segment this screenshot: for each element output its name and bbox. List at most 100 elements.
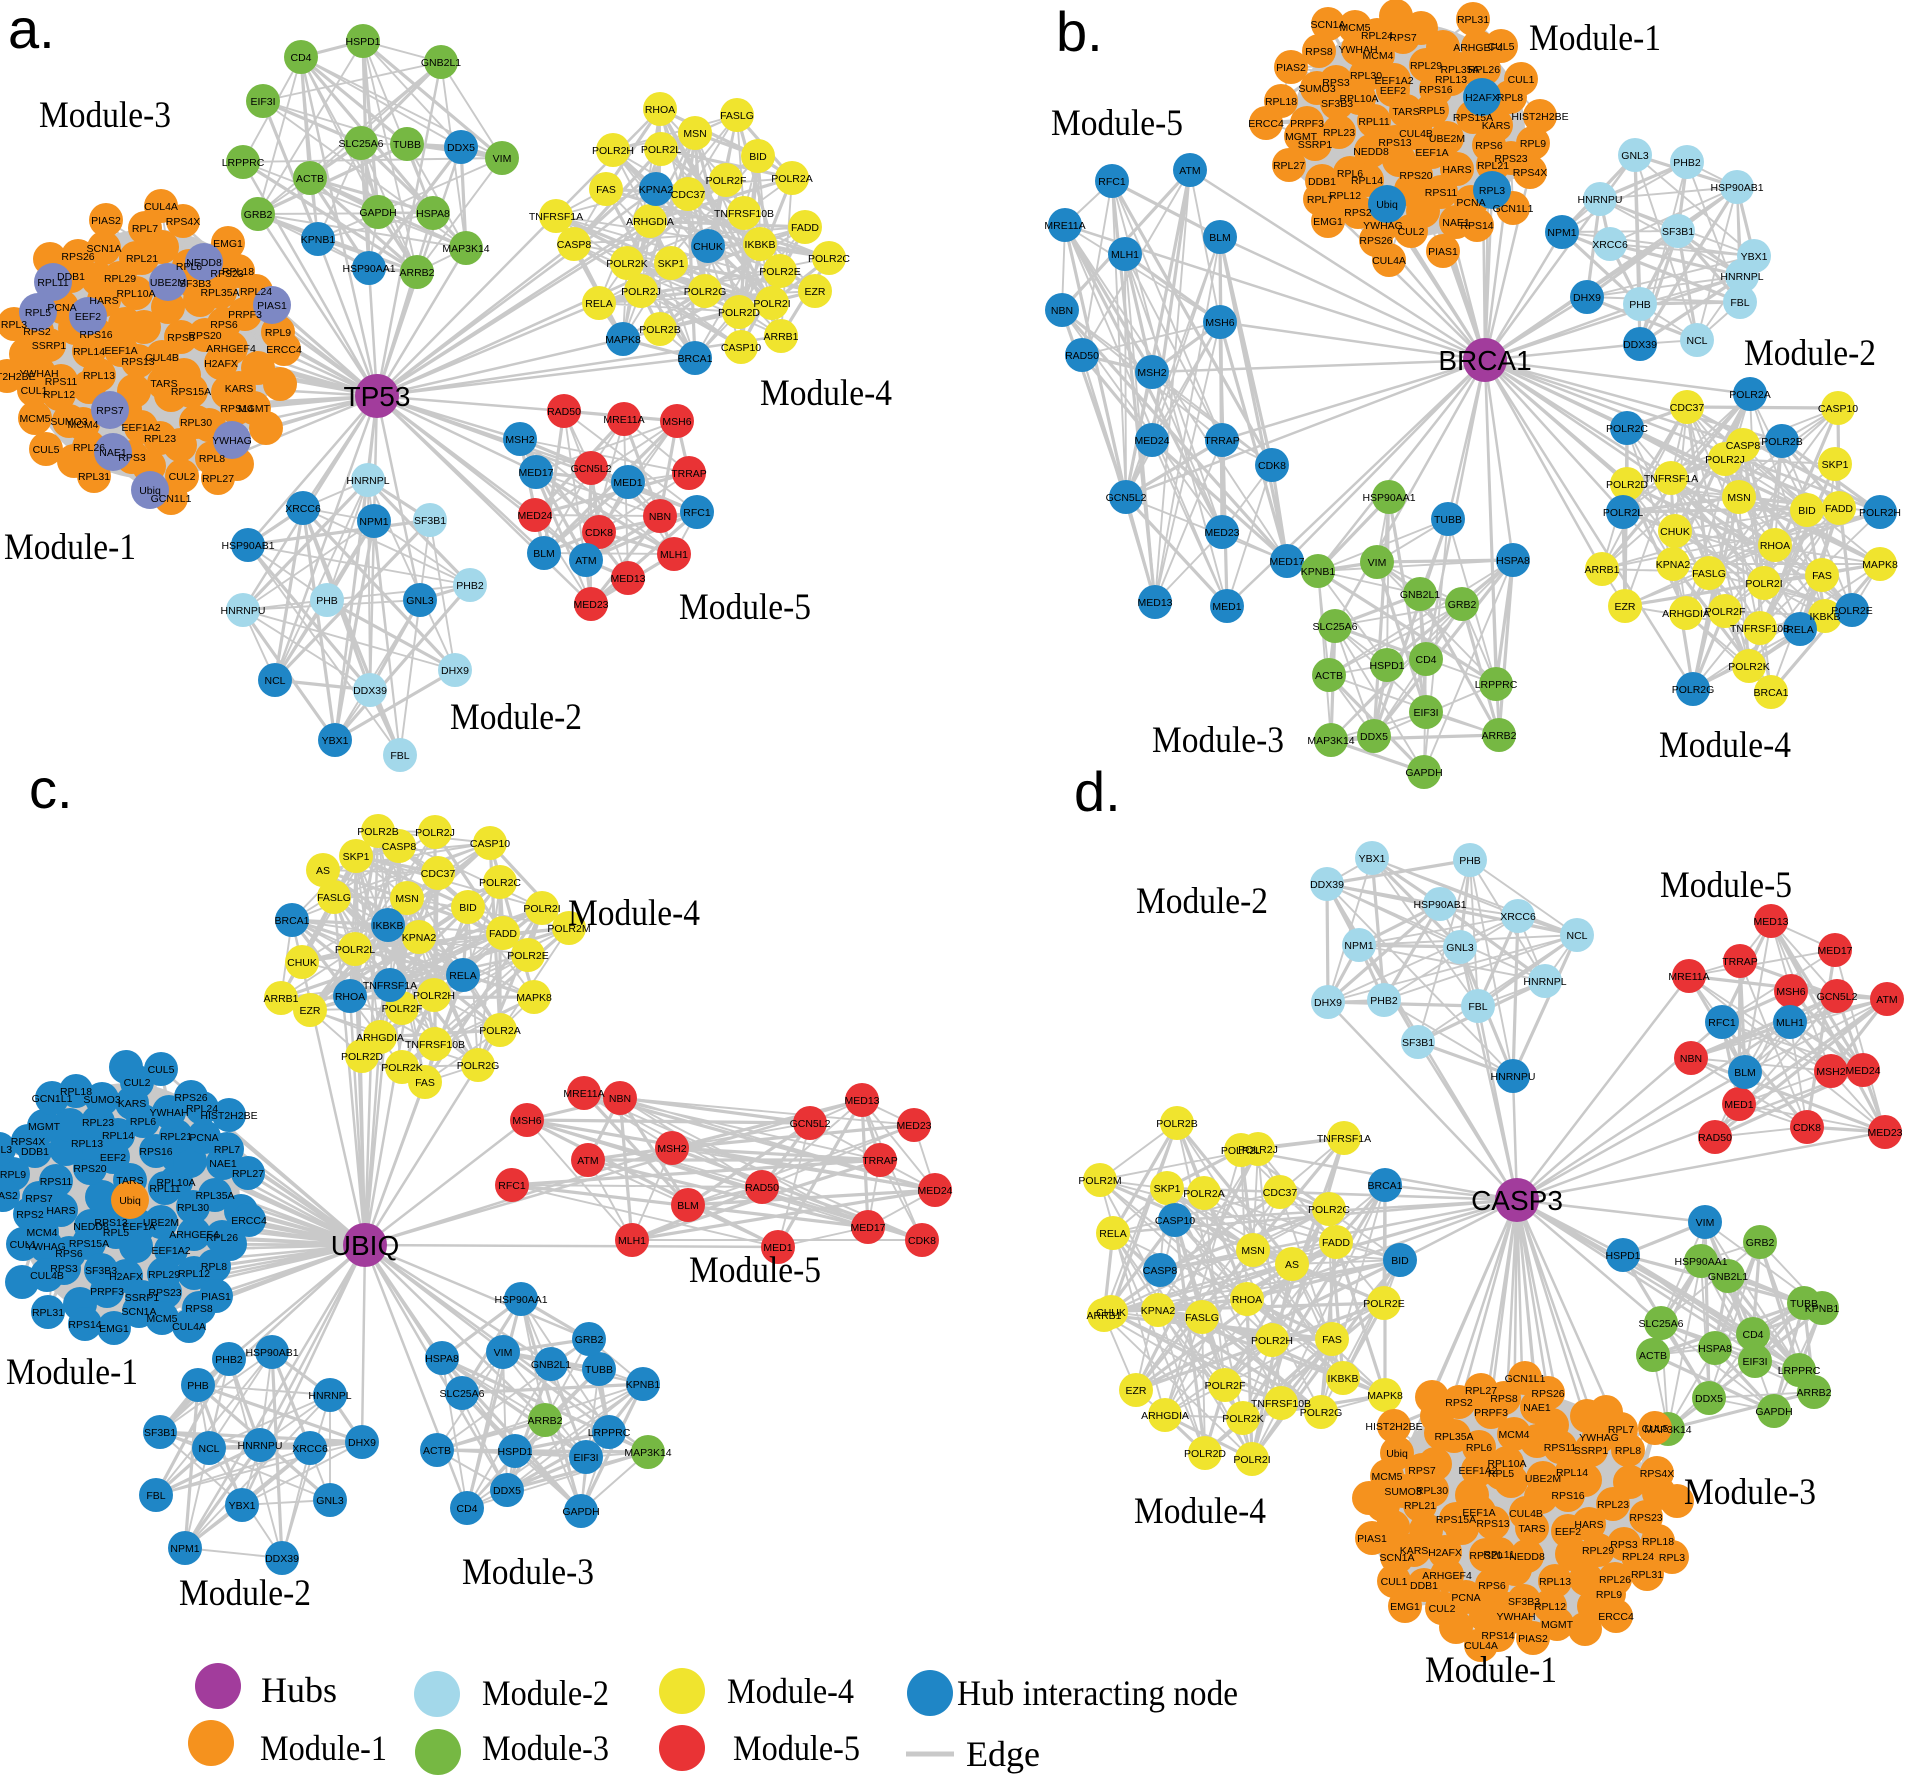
- svg-text:POLR2D: POLR2D: [1606, 479, 1648, 491]
- svg-text:HSPD1: HSPD1: [497, 1446, 532, 1458]
- svg-text:CDC37: CDC37: [671, 189, 706, 201]
- svg-text:EIF3I: EIF3I: [573, 1452, 598, 1464]
- svg-text:RPL23: RPL23: [1323, 127, 1355, 139]
- svg-text:GAPDH: GAPDH: [359, 207, 396, 219]
- svg-text:RPL9: RPL9: [265, 327, 291, 339]
- svg-text:BLM: BLM: [1209, 232, 1231, 244]
- svg-text:RPL13: RPL13: [71, 1138, 103, 1150]
- svg-text:POLR2L: POLR2L: [335, 944, 375, 956]
- svg-text:POLR2A: POLR2A: [1183, 1188, 1224, 1200]
- svg-text:RPS23: RPS23: [1629, 1512, 1662, 1524]
- svg-text:MRE11A: MRE11A: [1668, 971, 1709, 983]
- svg-text:RPL3: RPL3: [0, 1144, 12, 1156]
- svg-text:CASP10: CASP10: [1155, 1215, 1195, 1227]
- svg-text:MED24: MED24: [917, 1185, 952, 1197]
- svg-text:POLR2L: POLR2L: [1221, 1145, 1261, 1157]
- svg-text:MED17: MED17: [518, 467, 553, 479]
- svg-text:RPL26: RPL26: [1468, 64, 1500, 76]
- svg-text:SUMO3: SUMO3: [1298, 83, 1336, 95]
- svg-text:GCN5L2: GCN5L2: [1817, 991, 1858, 1003]
- svg-text:Module-3: Module-3: [1152, 720, 1284, 761]
- svg-text:MCM5: MCM5: [1372, 1471, 1403, 1483]
- svg-text:HIST2H2BE: HIST2H2BE: [200, 1110, 257, 1122]
- svg-text:EEF2: EEF2: [1380, 85, 1406, 97]
- svg-text:KPNB1: KPNB1: [1301, 566, 1336, 578]
- svg-text:BID: BID: [749, 151, 767, 163]
- svg-text:MED17: MED17: [1269, 556, 1304, 568]
- svg-text:PIAS2: PIAS2: [1518, 1633, 1548, 1645]
- svg-text:MGMT: MGMT: [28, 1121, 61, 1133]
- svg-text:FAS: FAS: [415, 1077, 435, 1089]
- svg-text:RPS15A: RPS15A: [1453, 112, 1493, 124]
- svg-text:EZR: EZR: [300, 1005, 321, 1017]
- svg-text:VIM: VIM: [1368, 557, 1387, 569]
- svg-text:POLR2D: POLR2D: [1184, 1448, 1226, 1460]
- svg-text:GCN5L2: GCN5L2: [571, 463, 612, 475]
- svg-text:HSPA8: HSPA8: [416, 208, 450, 220]
- svg-text:Module-4: Module-4: [568, 893, 700, 934]
- svg-text:RPS11: RPS11: [45, 376, 78, 388]
- svg-text:PCNA: PCNA: [189, 1132, 218, 1144]
- svg-text:PCNA: PCNA: [1451, 1592, 1480, 1604]
- svg-text:EMG1: EMG1: [99, 1323, 129, 1335]
- svg-text:HSPA8: HSPA8: [1698, 1343, 1732, 1355]
- svg-text:NAE1: NAE1: [99, 447, 127, 459]
- svg-text:TNFRSF1A: TNFRSF1A: [529, 211, 583, 223]
- svg-text:MSH2: MSH2: [657, 1143, 686, 1155]
- svg-text:RPL21: RPL21: [1477, 160, 1509, 172]
- svg-text:KPNA2: KPNA2: [402, 932, 437, 944]
- svg-text:RPL31: RPL31: [32, 1307, 64, 1319]
- svg-text:RPS2: RPS2: [23, 326, 51, 338]
- svg-text:NPM1: NPM1: [1547, 227, 1576, 239]
- svg-text:RPL14: RPL14: [1556, 1467, 1588, 1479]
- svg-text:MSH6: MSH6: [1776, 986, 1805, 998]
- svg-text:CASP3: CASP3: [1471, 1185, 1563, 1216]
- svg-text:DHX9: DHX9: [1314, 997, 1342, 1009]
- svg-text:MCM4: MCM4: [1363, 50, 1394, 62]
- svg-text:Module-4: Module-4: [727, 1671, 854, 1711]
- svg-text:NBN: NBN: [649, 511, 671, 523]
- svg-text:EEF1A2: EEF1A2: [1458, 1465, 1497, 1477]
- svg-text:GNL3: GNL3: [406, 595, 434, 607]
- svg-text:CUL4B: CUL4B: [1399, 128, 1433, 140]
- svg-text:FADD: FADD: [1322, 1237, 1350, 1249]
- svg-text:RPL13: RPL13: [1539, 1576, 1571, 1588]
- svg-text:EEF1A2: EEF1A2: [1374, 75, 1413, 87]
- svg-text:PHB: PHB: [316, 595, 338, 607]
- svg-text:CUL5: CUL5: [33, 444, 60, 456]
- svg-text:c.: c.: [29, 757, 73, 820]
- svg-text:MSH6: MSH6: [662, 416, 691, 428]
- svg-text:RPS11: RPS11: [1544, 1442, 1577, 1454]
- svg-text:POLR2M: POLR2M: [547, 923, 590, 935]
- svg-text:FASLG: FASLG: [720, 110, 754, 122]
- svg-text:CD4: CD4: [1742, 1329, 1763, 1341]
- svg-text:ATM: ATM: [575, 555, 596, 567]
- svg-text:HARS: HARS: [1442, 164, 1471, 176]
- svg-text:SSRP1: SSRP1: [125, 1292, 160, 1304]
- svg-text:SCN1A: SCN1A: [1310, 19, 1345, 31]
- svg-text:SCN1A: SCN1A: [121, 1306, 156, 1318]
- svg-text:MED23: MED23: [573, 599, 608, 611]
- svg-text:RPS11: RPS11: [40, 1176, 73, 1188]
- svg-text:RPL6: RPL6: [1337, 168, 1363, 180]
- svg-text:POLR2A: POLR2A: [771, 173, 812, 185]
- svg-text:DDX39: DDX39: [265, 1553, 299, 1565]
- svg-text:EEF1A: EEF1A: [122, 1221, 155, 1233]
- svg-text:SF3B3: SF3B3: [1321, 98, 1353, 110]
- svg-text:RPL21: RPL21: [160, 1131, 192, 1143]
- svg-text:EEF2: EEF2: [75, 311, 101, 323]
- svg-text:TRRAP: TRRAP: [862, 1155, 898, 1167]
- svg-text:RPL31: RPL31: [1631, 1569, 1663, 1581]
- svg-text:H2AFX: H2AFX: [1465, 92, 1499, 104]
- svg-text:RPL7: RPL7: [132, 223, 158, 235]
- svg-text:LRPPRC: LRPPRC: [1475, 679, 1518, 691]
- svg-text:RPL7: RPL7: [1307, 194, 1333, 206]
- svg-text:PHB: PHB: [1459, 855, 1481, 867]
- svg-text:CD4: CD4: [456, 1503, 477, 1515]
- svg-text:FASLG: FASLG: [1692, 568, 1726, 580]
- svg-text:RPL9: RPL9: [1520, 138, 1546, 150]
- svg-text:CUL5: CUL5: [1642, 1423, 1669, 1435]
- svg-text:MLH1: MLH1: [1776, 1017, 1804, 1029]
- svg-text:Ubiq: Ubiq: [119, 1195, 141, 1207]
- svg-text:RPS13: RPS13: [1378, 137, 1411, 149]
